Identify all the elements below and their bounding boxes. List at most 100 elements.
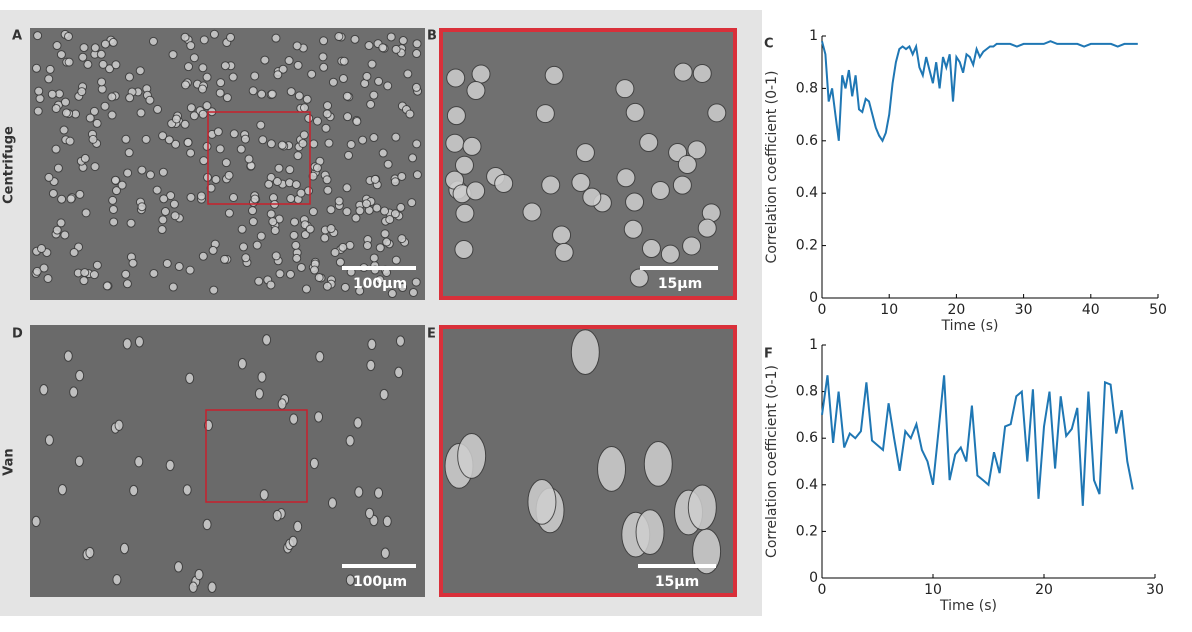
cell: [294, 152, 302, 160]
cell: [44, 275, 52, 283]
cell: [305, 187, 313, 195]
cell: [187, 149, 195, 157]
cell: [455, 156, 473, 174]
cell: [138, 166, 146, 174]
cell: [528, 479, 556, 524]
scale-bar-label: 15μm: [655, 574, 699, 590]
cell: [371, 175, 379, 183]
cell: [352, 214, 360, 222]
cell: [33, 64, 41, 72]
cell: [267, 210, 275, 218]
cell: [290, 231, 298, 239]
cell: [368, 60, 376, 68]
cell: [413, 50, 421, 58]
cell: [216, 145, 224, 153]
cell: [185, 63, 193, 71]
cell: [161, 208, 169, 216]
cell: [66, 137, 74, 145]
cell: [640, 133, 658, 151]
cell: [240, 243, 248, 251]
cell: [175, 263, 183, 271]
figure: Centrifuge Van 100μm 15μm 100μm 15μm A B…: [0, 0, 1192, 628]
cell: [367, 100, 375, 108]
cell: [58, 195, 66, 203]
x-tick-label: 40: [1082, 302, 1100, 318]
cell: [321, 234, 329, 242]
y-tick-label: 0.2: [796, 523, 818, 539]
cell: [166, 460, 174, 470]
cell: [86, 114, 94, 122]
cell: [37, 245, 45, 253]
panel-label: C: [764, 37, 774, 52]
cell: [413, 40, 421, 48]
x-axis-label: Time (s): [941, 318, 999, 334]
cell: [81, 269, 89, 277]
cell: [253, 241, 261, 249]
cell: [392, 256, 400, 264]
cell: [392, 45, 400, 53]
cell: [181, 33, 189, 41]
cell: [617, 169, 635, 187]
cell: [209, 246, 217, 254]
cell: [413, 171, 421, 179]
cell: [70, 248, 78, 256]
cell: [285, 57, 293, 65]
cell: [412, 83, 420, 91]
cell: [287, 195, 295, 203]
cell: [297, 263, 305, 271]
x-tick-label: 30: [1146, 582, 1164, 598]
cell: [154, 105, 162, 113]
x-tick-label: 30: [1015, 302, 1033, 318]
cell: [305, 114, 313, 122]
cell: [472, 65, 490, 83]
cell: [287, 88, 295, 96]
cell: [190, 54, 198, 62]
cell: [370, 254, 378, 262]
cell: [149, 37, 157, 45]
panel-label: E: [427, 327, 436, 342]
cell: [373, 204, 381, 212]
cell: [60, 126, 68, 134]
cell: [181, 120, 189, 128]
cell: [495, 174, 513, 192]
cell: [80, 44, 88, 52]
cell: [347, 140, 355, 148]
cell: [67, 195, 75, 203]
cell: [295, 92, 303, 100]
cell: [99, 60, 107, 68]
cell: [455, 240, 473, 258]
cell: [251, 195, 259, 203]
cell: [323, 110, 331, 118]
cell: [36, 95, 44, 103]
cell: [302, 285, 310, 293]
cell: [286, 270, 294, 278]
cell: [644, 442, 672, 487]
cell: [135, 337, 143, 347]
cell: [409, 288, 417, 296]
cell: [261, 56, 269, 64]
cell: [355, 487, 363, 497]
cell: [381, 548, 389, 558]
cell: [322, 124, 330, 132]
cell: [58, 484, 66, 494]
cell: [276, 270, 284, 278]
cell: [325, 139, 333, 147]
cell: [136, 67, 144, 75]
cell: [169, 51, 177, 59]
cell: [267, 281, 275, 289]
cell: [300, 104, 308, 112]
cell: [346, 436, 354, 446]
cell: [214, 128, 222, 136]
cell: [229, 194, 237, 202]
cell: [341, 283, 349, 291]
cell: [97, 50, 105, 58]
cell: [251, 72, 259, 80]
cell: [137, 109, 145, 117]
cell: [315, 273, 323, 281]
cell: [359, 136, 367, 144]
y-tick-label: 0.4: [796, 477, 818, 493]
cell: [45, 173, 53, 181]
cell: [93, 119, 101, 127]
cell: [698, 219, 716, 237]
cell: [583, 188, 601, 206]
